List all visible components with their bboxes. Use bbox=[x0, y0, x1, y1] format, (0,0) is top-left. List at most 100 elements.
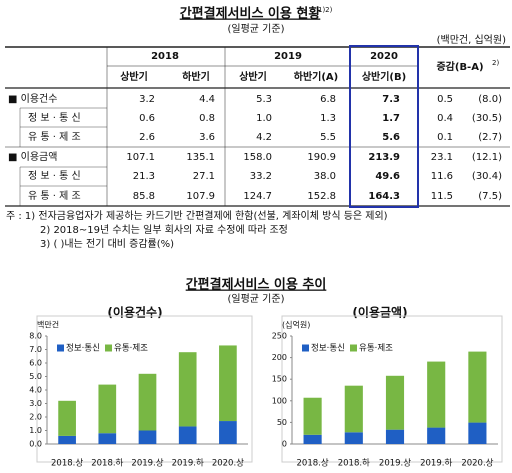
x-tick-label: 2020.상 bbox=[212, 458, 244, 469]
legend-swatch bbox=[350, 344, 357, 352]
bar bbox=[468, 422, 487, 444]
half-header: 하반기 bbox=[182, 70, 210, 83]
change-header: 증감(B-A) bbox=[436, 61, 483, 73]
cell: (30.4) bbox=[472, 171, 502, 182]
unit-label: (십억원) bbox=[282, 320, 310, 330]
y-tick-label: 0 bbox=[282, 440, 287, 449]
cell: 38.0 bbox=[314, 171, 336, 182]
cell: 85.8 bbox=[133, 191, 155, 202]
cell: 49.6 bbox=[375, 171, 400, 182]
table-subtitle: (일평균 기준) bbox=[228, 23, 285, 35]
bar bbox=[58, 400, 76, 436]
note: 2) 2018~19년 수치는 일부 회사의 자료 수정에 따라 조정 bbox=[40, 224, 288, 236]
bar bbox=[178, 352, 197, 427]
y-tick-label: 2.0 bbox=[29, 413, 42, 422]
legend-swatch bbox=[302, 344, 309, 352]
cell: 7.3 bbox=[382, 94, 400, 105]
y-tick-label: 7.0 bbox=[29, 345, 42, 354]
bar bbox=[219, 421, 237, 444]
cell: 3.2 bbox=[139, 94, 155, 105]
y-tick-label: 5.0 bbox=[29, 372, 42, 381]
plot-frame bbox=[281, 315, 503, 463]
cell: 107.9 bbox=[186, 191, 215, 202]
cell: (7.5) bbox=[478, 191, 502, 202]
cell: 152.8 bbox=[307, 191, 336, 202]
cell: 190.9 bbox=[307, 152, 336, 163]
half-header: 상반기 bbox=[239, 70, 267, 83]
y-tick-label: 200 bbox=[272, 353, 287, 362]
row-label: ■ 이용금액 bbox=[8, 151, 57, 163]
y-tick-label: 0.0 bbox=[29, 440, 42, 449]
bar bbox=[427, 427, 446, 444]
year-header: 2018 bbox=[151, 51, 179, 62]
x-tick-label: 2019.상 bbox=[379, 458, 411, 469]
cell: 6.8 bbox=[320, 94, 336, 105]
row-label: 정 보 · 통 신 bbox=[28, 112, 81, 124]
cell: 33.2 bbox=[250, 171, 272, 182]
note: 주 : 1) 전자금융업자가 제공하는 카드기반 간편결제에 한함(선불, 계좌… bbox=[6, 209, 388, 222]
legend-label: 정보·통신 bbox=[311, 343, 345, 354]
unit: (백만건, 십억원) bbox=[437, 34, 506, 46]
legend-swatch bbox=[57, 344, 64, 352]
half-header: 상반기 bbox=[120, 70, 148, 83]
cell: 23.1 bbox=[431, 152, 453, 163]
row-label: 정 보 · 통 신 bbox=[28, 170, 81, 182]
cell: (2.7) bbox=[478, 132, 502, 143]
cell: 3.6 bbox=[199, 132, 215, 143]
y-tick-label: 6.0 bbox=[29, 359, 42, 368]
cell: 11.5 bbox=[431, 191, 453, 202]
year-header: 2019 bbox=[274, 51, 302, 62]
bar bbox=[178, 426, 197, 444]
cell: 5.3 bbox=[256, 94, 272, 105]
cell: 4.4 bbox=[199, 94, 215, 105]
bar bbox=[98, 384, 117, 434]
bar bbox=[344, 432, 363, 444]
cell: 135.1 bbox=[186, 152, 215, 163]
bar bbox=[344, 385, 363, 433]
cell: 0.6 bbox=[139, 113, 155, 124]
y-tick-label: 100 bbox=[272, 396, 287, 405]
bar bbox=[427, 361, 446, 428]
x-tick-label: 2019.하 bbox=[172, 458, 204, 469]
charts-subtitle: (일평균 기준) bbox=[228, 293, 285, 305]
bar bbox=[138, 373, 157, 431]
y-tick-label: 150 bbox=[272, 375, 287, 384]
legend-label: 정보·통신 bbox=[66, 343, 100, 354]
bar bbox=[303, 397, 322, 435]
chart-title: (이용금액) bbox=[352, 305, 407, 320]
row-label: 유 통 · 제 조 bbox=[28, 131, 81, 143]
half-header: 하반기(A) bbox=[294, 70, 338, 83]
row-label: ■ 이용건수 bbox=[8, 93, 57, 105]
cell: 0.5 bbox=[437, 94, 453, 105]
x-tick-label: 2018.하 bbox=[91, 458, 123, 469]
highlight-column bbox=[349, 45, 419, 208]
cell: 0.4 bbox=[437, 113, 453, 124]
cell: 158.0 bbox=[243, 152, 272, 163]
y-tick-label: 50 bbox=[277, 418, 287, 427]
y-tick-label: 4.0 bbox=[29, 386, 42, 395]
bar bbox=[468, 351, 487, 423]
table-lines bbox=[5, 46, 510, 207]
bar bbox=[219, 345, 237, 422]
cell: 0.1 bbox=[437, 132, 453, 143]
year-header: 2020 bbox=[370, 51, 398, 62]
cell: 0.8 bbox=[199, 113, 215, 124]
cell: (30.5) bbox=[472, 113, 502, 124]
x-tick-label: 2020.상 bbox=[461, 458, 493, 469]
bar bbox=[385, 429, 405, 444]
legend-swatch bbox=[105, 344, 112, 352]
cell: (12.1) bbox=[472, 152, 502, 163]
cell: 11.6 bbox=[431, 171, 453, 182]
bar bbox=[58, 435, 76, 444]
x-tick-label: 2018.상 bbox=[51, 458, 83, 469]
unit-label: 백만건 bbox=[37, 320, 59, 330]
x-tick-label: 2018.하 bbox=[338, 458, 370, 469]
change-note: 2) bbox=[492, 59, 499, 67]
y-tick-label: 250 bbox=[272, 332, 287, 341]
note: 3) ( )내는 전기 대비 증감률(%) bbox=[40, 238, 174, 250]
cell: (8.0) bbox=[478, 94, 502, 105]
cell: 1.3 bbox=[320, 113, 336, 124]
bar bbox=[138, 430, 157, 444]
cell: 164.3 bbox=[368, 191, 400, 202]
chart-title: (이용건수) bbox=[107, 305, 162, 320]
